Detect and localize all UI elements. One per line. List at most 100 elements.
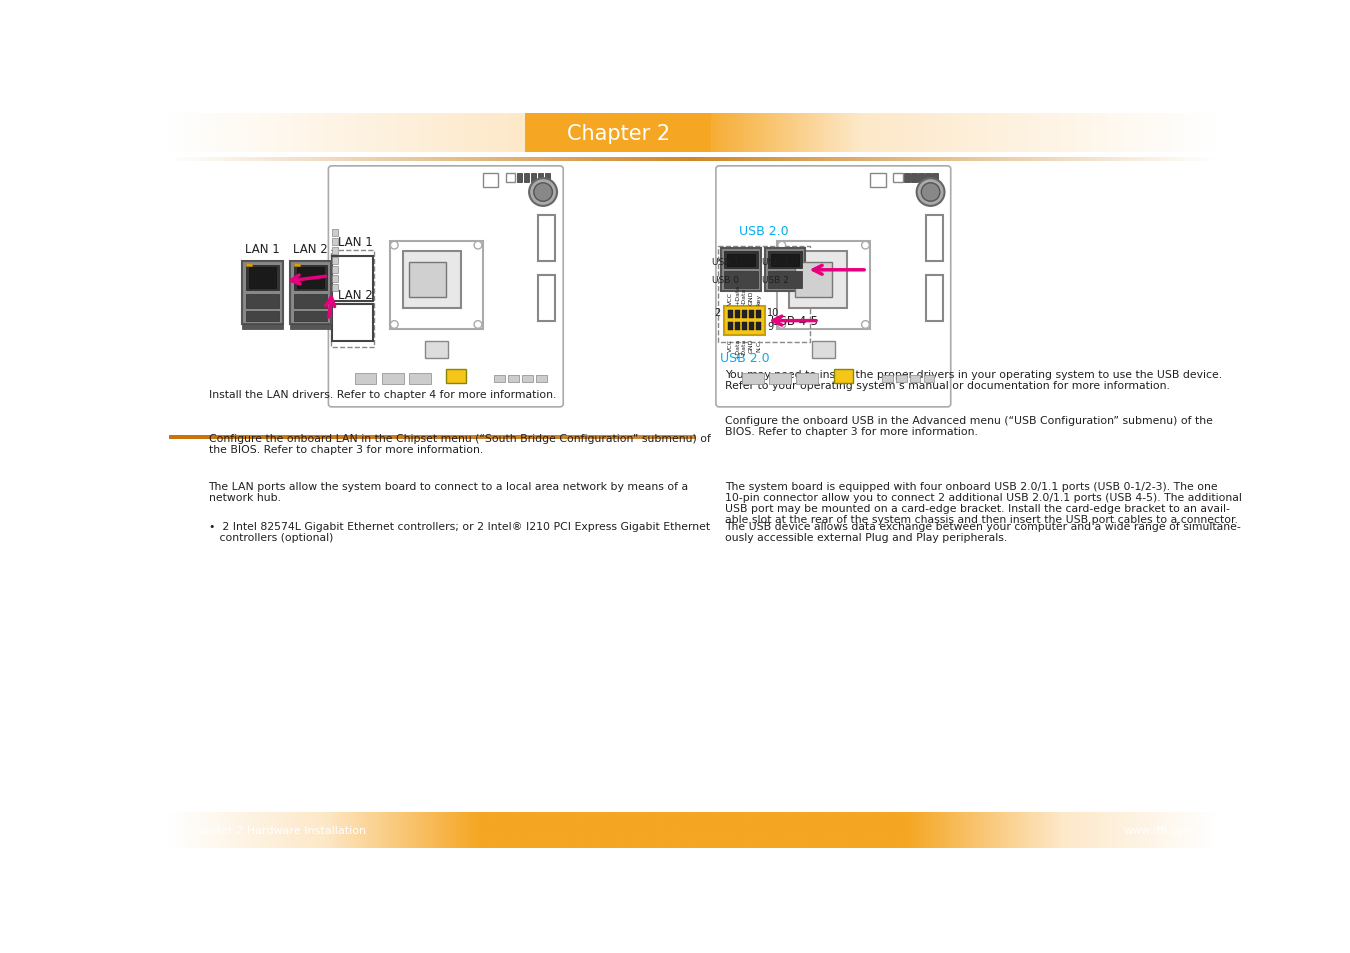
Text: +Data: +Data — [736, 284, 740, 304]
Text: network hub.: network hub. — [208, 493, 281, 502]
Text: Refer to your operating system’s manual or documentation for more information.: Refer to your operating system’s manual … — [725, 381, 1170, 391]
Bar — [332, 285, 338, 292]
Bar — [332, 267, 338, 274]
Bar — [246, 264, 252, 267]
Bar — [294, 294, 327, 308]
Circle shape — [533, 184, 552, 202]
Bar — [728, 323, 733, 331]
Bar — [749, 311, 753, 318]
Text: VCC: VCC — [728, 292, 733, 304]
Text: key: key — [756, 294, 761, 304]
Bar — [332, 256, 373, 301]
Text: 2: 2 — [714, 308, 721, 317]
Bar — [539, 275, 555, 322]
Bar — [390, 241, 483, 330]
Bar — [925, 173, 930, 183]
Bar — [424, 341, 448, 358]
Text: -Data: -Data — [743, 338, 747, 355]
Bar — [544, 173, 549, 183]
Text: LAN 2: LAN 2 — [339, 289, 373, 301]
Bar — [531, 173, 536, 183]
Text: USB 3: USB 3 — [761, 257, 788, 267]
Circle shape — [921, 184, 940, 202]
Bar — [911, 173, 917, 183]
Bar — [409, 374, 431, 384]
Bar — [923, 375, 934, 383]
Text: controllers (optional): controllers (optional) — [208, 533, 333, 543]
Bar — [246, 294, 279, 308]
Bar — [332, 305, 373, 342]
Bar — [331, 251, 374, 348]
Text: -Data: -Data — [743, 287, 747, 304]
Circle shape — [529, 179, 558, 207]
Bar — [898, 173, 903, 183]
Text: USB port may be mounted on a card-edge bracket. Install the card-edge bracket to: USB port may be mounted on a card-edge b… — [725, 503, 1230, 514]
Bar — [447, 370, 466, 383]
Bar — [764, 249, 805, 292]
Bar — [294, 264, 301, 267]
Text: USB 4-5: USB 4-5 — [771, 314, 818, 328]
Bar — [294, 266, 327, 291]
Bar — [332, 230, 338, 236]
Bar — [743, 323, 747, 331]
Bar — [756, 311, 761, 318]
Text: Chapter 2 Hardware Installation: Chapter 2 Hardware Installation — [188, 825, 366, 836]
Bar — [724, 252, 757, 269]
Text: able slot at the rear of the system chassis and then insert the USB port cables : able slot at the rear of the system chas… — [725, 515, 1238, 525]
Circle shape — [778, 242, 786, 250]
Text: The USB device allows data exchange between your computer and a wide range of si: The USB device allows data exchange betw… — [725, 521, 1241, 532]
Bar — [768, 252, 802, 269]
Bar — [537, 173, 543, 183]
Bar — [771, 254, 799, 267]
Text: VCC: VCC — [728, 338, 733, 352]
Bar — [721, 249, 761, 292]
Bar — [736, 323, 740, 331]
Text: 10-pin connector allow you to connect 2 additional USB 2.0/1.1 ports (USB 4-5). : 10-pin connector allow you to connect 2 … — [725, 493, 1242, 502]
Text: the BIOS. Refer to chapter 3 for more information.: the BIOS. Refer to chapter 3 for more in… — [208, 445, 483, 455]
Bar — [290, 325, 331, 330]
Text: Chapter 2: Chapter 2 — [567, 124, 670, 144]
Bar — [778, 241, 871, 330]
Bar — [243, 262, 282, 325]
Text: You may need to install the proper drivers in your operating system to use the U: You may need to install the proper drive… — [725, 370, 1223, 379]
Text: Configure the onboard USB in the Advanced menu (“USB Configuration” submenu) of : Configure the onboard USB in the Advance… — [725, 416, 1214, 425]
Text: www.dfi.com: www.dfi.com — [1125, 825, 1196, 836]
Text: Configure the onboard LAN in the Chipset menu (“South Bridge Configuration” subm: Configure the onboard LAN in the Chipset… — [208, 434, 710, 443]
Bar — [728, 311, 733, 318]
Bar — [297, 268, 324, 288]
Bar — [332, 257, 338, 264]
Text: LAN 1: LAN 1 — [246, 243, 279, 256]
Circle shape — [778, 321, 786, 329]
Text: USB 2.0: USB 2.0 — [720, 352, 770, 364]
Bar — [788, 252, 846, 309]
Bar — [332, 248, 338, 255]
Circle shape — [861, 242, 869, 250]
Bar — [871, 173, 886, 188]
Bar — [743, 311, 747, 318]
Bar — [246, 266, 279, 291]
Bar — [522, 375, 533, 383]
Text: USB 2: USB 2 — [761, 275, 788, 284]
Text: N.C.: N.C. — [756, 338, 761, 352]
Bar — [246, 312, 279, 322]
Bar — [926, 275, 942, 322]
Bar — [510, 173, 516, 183]
FancyBboxPatch shape — [328, 167, 563, 408]
Text: The system board is equipped with four onboard USB 2.0/1.1 ports (USB 0-1/2-3). : The system board is equipped with four o… — [725, 481, 1218, 491]
Bar — [525, 114, 711, 152]
Bar — [749, 323, 753, 331]
Text: The LAN ports allow the system board to connect to a local area network by means: The LAN ports allow the system board to … — [208, 481, 688, 491]
Bar — [482, 173, 498, 188]
Bar — [725, 307, 764, 335]
Bar — [910, 375, 921, 383]
Bar — [904, 173, 910, 183]
Bar — [724, 272, 757, 288]
Bar — [494, 375, 505, 383]
Text: LAN 2: LAN 2 — [293, 243, 328, 256]
Text: 9: 9 — [767, 322, 774, 332]
Bar — [355, 374, 377, 384]
Bar — [894, 173, 903, 183]
Bar — [718, 247, 810, 343]
Bar — [243, 325, 282, 330]
Bar — [743, 374, 764, 384]
